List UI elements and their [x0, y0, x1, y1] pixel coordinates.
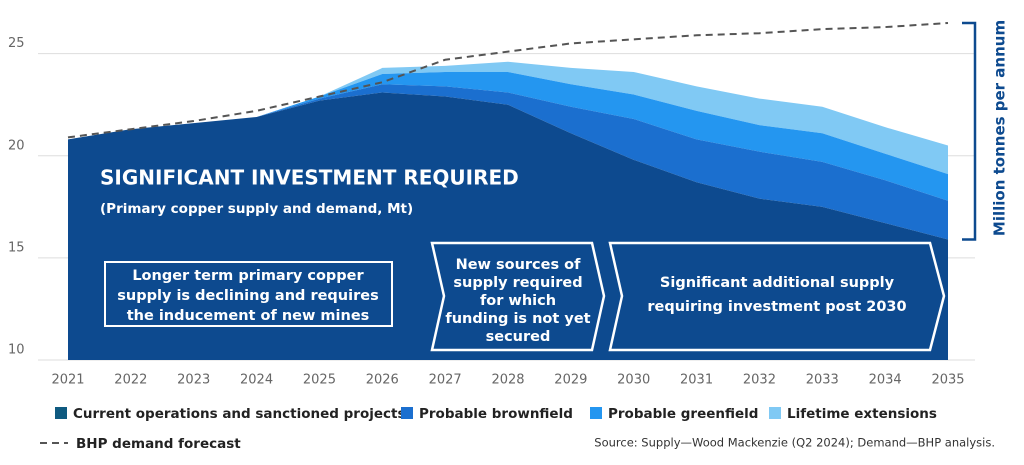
- annotation-chevron: [608, 241, 946, 352]
- annotation-text: for which: [480, 293, 556, 309]
- annotation-text: the inducement of new mines: [127, 308, 370, 324]
- annotation-chevron: [430, 241, 606, 352]
- annotation-text: Significant additional supply: [660, 275, 895, 291]
- annotation-text: requiring investment post 2030: [647, 299, 906, 315]
- overlay: SIGNIFICANT INVESTMENT REQUIRED (Primary…: [100, 20, 1009, 450]
- legend-label: BHP demand forecast: [76, 436, 241, 452]
- legend-label: Probable brownfield: [419, 406, 573, 422]
- source: Source: Supply—Wood Mackenzie (Q2 2024);…: [594, 436, 995, 450]
- y-tick-label: 10: [8, 343, 25, 358]
- x-tick-label: 2027: [429, 373, 462, 388]
- area: [68, 92, 948, 361]
- area: [68, 84, 948, 240]
- x-tick-label: 2022: [114, 373, 147, 388]
- annotation-text: funding is not yet: [445, 311, 590, 327]
- x-tick-label: 2032: [743, 373, 776, 388]
- x-tick-label: 2023: [177, 373, 210, 388]
- area: [68, 72, 948, 201]
- x-tick-label: 2026: [366, 373, 399, 388]
- annotation-text: supply is declining and requires: [117, 288, 378, 304]
- area: [68, 61, 948, 175]
- areas: [67, 22, 949, 361]
- gap-bracket: [962, 21, 977, 241]
- x-tick-label: 2029: [554, 373, 587, 388]
- legend-swatch: [769, 407, 781, 419]
- x-tick-label: 2030: [617, 373, 650, 388]
- x-tick-label: 2025: [303, 373, 336, 388]
- annotation-text: supply required: [453, 275, 582, 291]
- x-tick-label: 2028: [491, 373, 524, 388]
- chart-title: SIGNIFICANT INVESTMENT REQUIRED: [100, 166, 519, 190]
- legend-swatch: [55, 407, 67, 419]
- annotation-box: [104, 261, 393, 327]
- y-tick-label: 25: [8, 36, 25, 51]
- annotation-text: secured: [486, 329, 551, 345]
- chart-subtitle: (Primary copper supply and demand, Mt): [100, 201, 413, 217]
- x-tick-label: 2033: [806, 373, 839, 388]
- demand-line: [67, 22, 949, 139]
- x-tick-label: 2024: [240, 373, 273, 388]
- legend-label: Probable greenfield: [608, 406, 758, 422]
- legend-label: Lifetime extensions: [787, 406, 937, 422]
- legend-swatch: [401, 407, 413, 419]
- annotation-text: New sources of: [456, 257, 582, 273]
- x-tick-label: 2034: [869, 373, 902, 388]
- x-tick-label: 2035: [931, 373, 964, 388]
- x-tick-label: 2031: [680, 373, 713, 388]
- y-tick-label: 15: [8, 240, 25, 255]
- annotation-text: Longer term primary copper: [132, 268, 364, 284]
- legend-label: Current operations and sanctioned projec…: [73, 406, 406, 422]
- x-tick-label: 2021: [51, 373, 84, 388]
- legend-swatch: [590, 407, 602, 419]
- y-tick-label: 20: [8, 138, 25, 153]
- y-axis-label: Million tonnes per annum: [991, 20, 1009, 236]
